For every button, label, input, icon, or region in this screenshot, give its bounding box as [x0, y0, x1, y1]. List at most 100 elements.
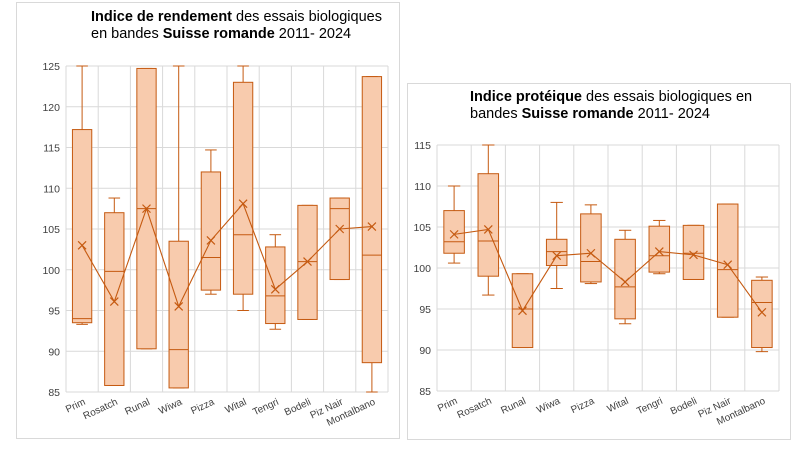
right-ytick-label: 85	[419, 386, 431, 398]
left-box-6	[265, 246, 286, 325]
left-category-label: Rosatch	[82, 397, 120, 422]
left-mean-marker-stroke	[238, 199, 248, 209]
left-mean-marker-stroke	[77, 240, 87, 250]
left-mean-marker-5	[238, 199, 248, 209]
left-mean-marker-9	[367, 222, 377, 231]
left-mean-marker-stroke	[206, 235, 216, 245]
left-ytick-label: 105	[42, 224, 60, 236]
right-mean-marker-2	[518, 306, 527, 316]
right-ytick-label: 100	[413, 263, 431, 275]
right-mean-marker-stroke	[757, 307, 767, 317]
chart-right-panel: Indice protéique des essais biologiques …	[407, 83, 791, 440]
right-mean-line	[454, 228, 763, 313]
left-title-part-0: Indice de rendement	[91, 9, 233, 25]
left-mean-marker-6	[270, 284, 280, 294]
left-category-label: Pizza	[189, 397, 216, 417]
left-mean-marker-4	[206, 235, 216, 245]
left-title-part-2: Suisse romande	[162, 26, 275, 42]
left-title-part-1: des essais biologiques en bandes	[91, 9, 382, 42]
left-mean-marker-stroke	[335, 224, 345, 234]
right-mean-marker-1	[483, 225, 493, 234]
right-mean-marker-6	[654, 247, 664, 257]
right-mean-marker-5	[620, 277, 630, 287]
left-ytick-label: 95	[48, 306, 60, 318]
right-box-0	[443, 210, 465, 254]
left-box-5	[232, 81, 254, 295]
right-box-8	[716, 203, 739, 318]
left-ytick-label: 100	[42, 265, 60, 277]
right-mean-marker-stroke	[689, 250, 698, 260]
left-category-label: Runal	[123, 397, 151, 418]
right-mean-marker-9	[757, 307, 767, 317]
left-category-label: Wiwa	[157, 397, 184, 417]
right-mean-marker-8	[723, 260, 733, 270]
left-box-3	[168, 240, 189, 389]
right-box-7	[682, 224, 705, 280]
right-ytick-label: 90	[419, 345, 431, 357]
right-category-label: Pizza	[569, 396, 596, 416]
right-category-label: Bodeli	[669, 396, 699, 418]
left-mean-marker-8	[335, 224, 345, 234]
left-ytick-label: 115	[43, 143, 60, 155]
right-title-part-3: 2011- 2024	[633, 106, 710, 122]
left-ytick-label: 125	[42, 61, 60, 73]
left-ytick-label: 110	[43, 183, 60, 195]
right-ytick-label: 95	[419, 304, 431, 316]
left-category-label: Wital	[224, 397, 249, 416]
right-category-label: Runal	[499, 396, 527, 417]
left-box-0	[71, 129, 93, 324]
right-box-1	[477, 173, 500, 277]
right-category-label: Wital	[606, 396, 631, 415]
right-box-9	[751, 279, 773, 349]
right-box-3	[545, 238, 568, 267]
right-mean-marker-stroke	[449, 229, 459, 239]
right-mean-marker-3	[552, 251, 562, 261]
left-box-8	[329, 197, 350, 281]
right-ytick-label: 105	[413, 222, 431, 234]
right-mean-marker-0	[449, 229, 459, 239]
left-mean-marker-stroke	[109, 297, 119, 306]
right-ytick-label: 115	[414, 140, 431, 152]
right-mean-marker-stroke	[586, 248, 596, 258]
right-category-label: Rosatch	[456, 396, 494, 421]
chart-left-title: Indice de rendement des essais biologiqu…	[91, 9, 391, 43]
left-title-part-3: 2011- 2024	[274, 26, 352, 42]
right-mean-marker-7	[689, 250, 698, 260]
chart-left-panel: Indice de rendement des essais biologiqu…	[16, 2, 400, 439]
right-mean-marker-4	[586, 248, 596, 258]
right-mean-marker-stroke	[620, 277, 630, 287]
left-mean-marker-2	[142, 204, 151, 214]
right-category-label: Wiwa	[535, 396, 562, 416]
right-mean-marker-stroke	[723, 260, 733, 270]
right-title-part-0: Indice protéique	[470, 89, 582, 105]
right-box-6	[648, 225, 671, 273]
left-mean-marker-stroke	[142, 204, 151, 214]
left-mean-marker-0	[77, 240, 87, 250]
right-category-label: Tengri	[635, 396, 664, 417]
right-box-5	[614, 238, 636, 320]
left-mean-line	[81, 202, 372, 308]
left-category-label: Bodeli	[283, 397, 313, 419]
left-box-1	[104, 212, 125, 386]
left-mean-marker-stroke	[367, 222, 377, 231]
right-title-part-1: des essais biologiques en bandes	[470, 89, 753, 122]
right-ytick-label: 110	[414, 181, 431, 193]
left-mean-marker-7	[303, 257, 312, 267]
right-mean-marker-stroke	[552, 251, 562, 261]
left-mean-marker-3	[174, 302, 184, 311]
left-mean-marker-stroke	[303, 257, 312, 267]
chart-right-title: Indice protéique des essais biologiques …	[470, 89, 770, 123]
right-mean-marker-stroke	[483, 225, 493, 234]
right-mean-marker-stroke	[518, 306, 527, 316]
right-mean-marker-stroke	[654, 247, 664, 257]
left-ytick-label: 85	[48, 387, 60, 399]
right-title-part-2: Suisse romande	[521, 106, 634, 122]
left-box-4	[200, 171, 222, 291]
left-mean-marker-stroke	[174, 302, 184, 311]
left-mean-marker-stroke	[270, 284, 280, 294]
left-mean-marker-1	[109, 297, 119, 306]
left-ytick-label: 90	[48, 346, 60, 358]
left-ytick-label: 120	[42, 102, 60, 114]
